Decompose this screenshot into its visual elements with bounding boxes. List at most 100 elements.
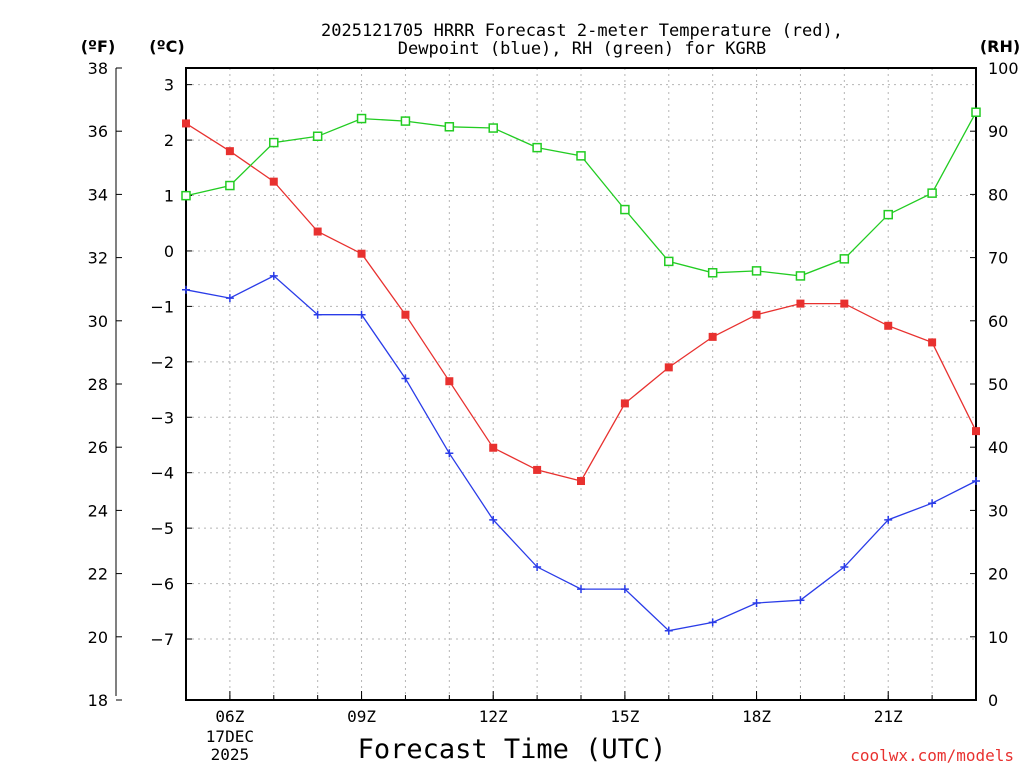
rh-point	[927, 188, 937, 198]
fahrenheit-tick-label: 28	[88, 375, 108, 394]
fahrenheit-tick-label: 30	[88, 312, 108, 331]
data-series	[181, 107, 981, 635]
x-tick-label: 06Z	[215, 707, 244, 726]
dewpoint-point	[884, 515, 893, 524]
celsius-tick-label: −3	[150, 408, 174, 427]
x-date-label: 2025	[211, 745, 250, 764]
celsius-tick-label: 0	[164, 242, 174, 261]
dewpoint-point	[489, 515, 498, 524]
rh-point	[707, 268, 718, 278]
x-tick-label: 09Z	[347, 707, 376, 726]
temperature-point	[840, 299, 849, 308]
rh-point	[971, 107, 981, 117]
x-tick-label: 18Z	[742, 707, 771, 726]
dewpoint-point	[928, 499, 937, 508]
dewpoint-point	[972, 477, 980, 486]
rh-point	[751, 266, 762, 276]
temperature-point	[796, 299, 805, 308]
site-credit: coolwx.com/models	[850, 746, 1014, 765]
temperature-point	[225, 147, 234, 156]
temperature-point	[489, 443, 498, 452]
fahrenheit-tick-label: 34	[88, 185, 108, 204]
celsius-tick-label: 1	[164, 187, 174, 206]
fahrenheit-tick-label: 32	[88, 249, 108, 268]
rh-point	[620, 204, 630, 215]
rh-tick-label: 30	[988, 501, 1008, 520]
temperature-point	[577, 477, 585, 486]
temperature-point	[269, 177, 278, 186]
rh-point	[664, 256, 674, 267]
rh-tick-label: 70	[988, 249, 1008, 268]
celsius-tick-label: 3	[164, 76, 174, 95]
dewpoint-point	[445, 449, 454, 458]
rh-tick-label: 60	[988, 312, 1008, 331]
x-tick-label: 12Z	[479, 707, 508, 726]
rh-point	[269, 137, 279, 148]
rh-point	[839, 254, 850, 264]
rh-point	[488, 123, 498, 133]
fahrenheit-tick-label: 24	[88, 501, 108, 520]
rh-point	[576, 151, 586, 161]
rh-point	[225, 180, 235, 191]
rh-point	[312, 131, 323, 142]
rh-tick-label: 90	[988, 122, 1008, 141]
celsius-tick-label: −5	[150, 519, 174, 538]
rh-tick-label: 0	[988, 691, 998, 710]
dewpoint-point	[708, 618, 717, 627]
temperature-point	[401, 310, 410, 319]
dewpoint-point	[533, 562, 542, 571]
dewpoint-point	[840, 562, 849, 571]
rh-point	[444, 122, 455, 132]
x-tick-label: 15Z	[610, 707, 639, 726]
rh-tick-label: 80	[988, 185, 1008, 204]
temperature-point	[928, 338, 937, 347]
temperature-point	[313, 227, 322, 236]
rh-point	[883, 209, 893, 220]
dewpoint-point	[796, 596, 805, 605]
rh-tick-label: 20	[988, 565, 1008, 584]
dewpoint-point	[269, 271, 278, 280]
rh-axis-label: (RH)	[980, 37, 1020, 56]
rh-tick-label: 10	[988, 628, 1008, 647]
chart-title-line-2: Dewpoint (blue), RH (green) for KGRB	[398, 39, 766, 59]
axes: 38363432302826242220183210−1−2−3−4−5−6−7…	[88, 59, 1019, 764]
temperature-point	[182, 119, 190, 128]
celsius-tick-label: −2	[150, 353, 174, 372]
rh-tick-label: 40	[988, 438, 1008, 457]
rh-point	[795, 271, 806, 281]
temperature-point	[884, 321, 893, 330]
fahrenheit-tick-label: 26	[88, 438, 108, 457]
dewpoint-point	[577, 585, 585, 594]
dewpoint-point	[225, 294, 234, 303]
rh-point	[532, 142, 542, 153]
temperature-point	[752, 310, 761, 319]
dewpoint-point	[182, 285, 190, 294]
celsius-axis-label: (ºC)	[149, 37, 184, 56]
dewpoint-point	[620, 585, 629, 594]
dewpoint-point	[664, 626, 673, 635]
temperature-point	[533, 465, 542, 474]
chart-title-line-1: 2025121705 HRRR Forecast 2-meter Tempera…	[321, 21, 843, 41]
temperature-point	[708, 332, 717, 341]
x-axis-title: Forecast Time (UTC)	[358, 734, 667, 765]
dewpoint-point	[752, 598, 761, 607]
temperature-point	[664, 363, 673, 372]
rh-point	[181, 190, 191, 201]
rh-tick-label: 100	[988, 59, 1019, 78]
rh-point	[356, 113, 367, 124]
dewpoint-point	[401, 374, 410, 383]
dewpoint-point	[357, 310, 366, 319]
x-tick-label: 21Z	[874, 707, 903, 726]
fahrenheit-tick-label: 22	[88, 565, 108, 584]
celsius-tick-label: −6	[150, 575, 174, 594]
dewpoint-point	[313, 310, 322, 319]
temperature-point	[445, 377, 454, 386]
celsius-tick-label: −7	[150, 630, 174, 649]
fahrenheit-axis-label: (ºF)	[81, 37, 116, 56]
fahrenheit-tick-label: 18	[88, 691, 108, 710]
celsius-tick-label: −1	[150, 297, 174, 316]
rh-tick-label: 50	[988, 375, 1008, 394]
fahrenheit-tick-label: 36	[88, 122, 108, 141]
